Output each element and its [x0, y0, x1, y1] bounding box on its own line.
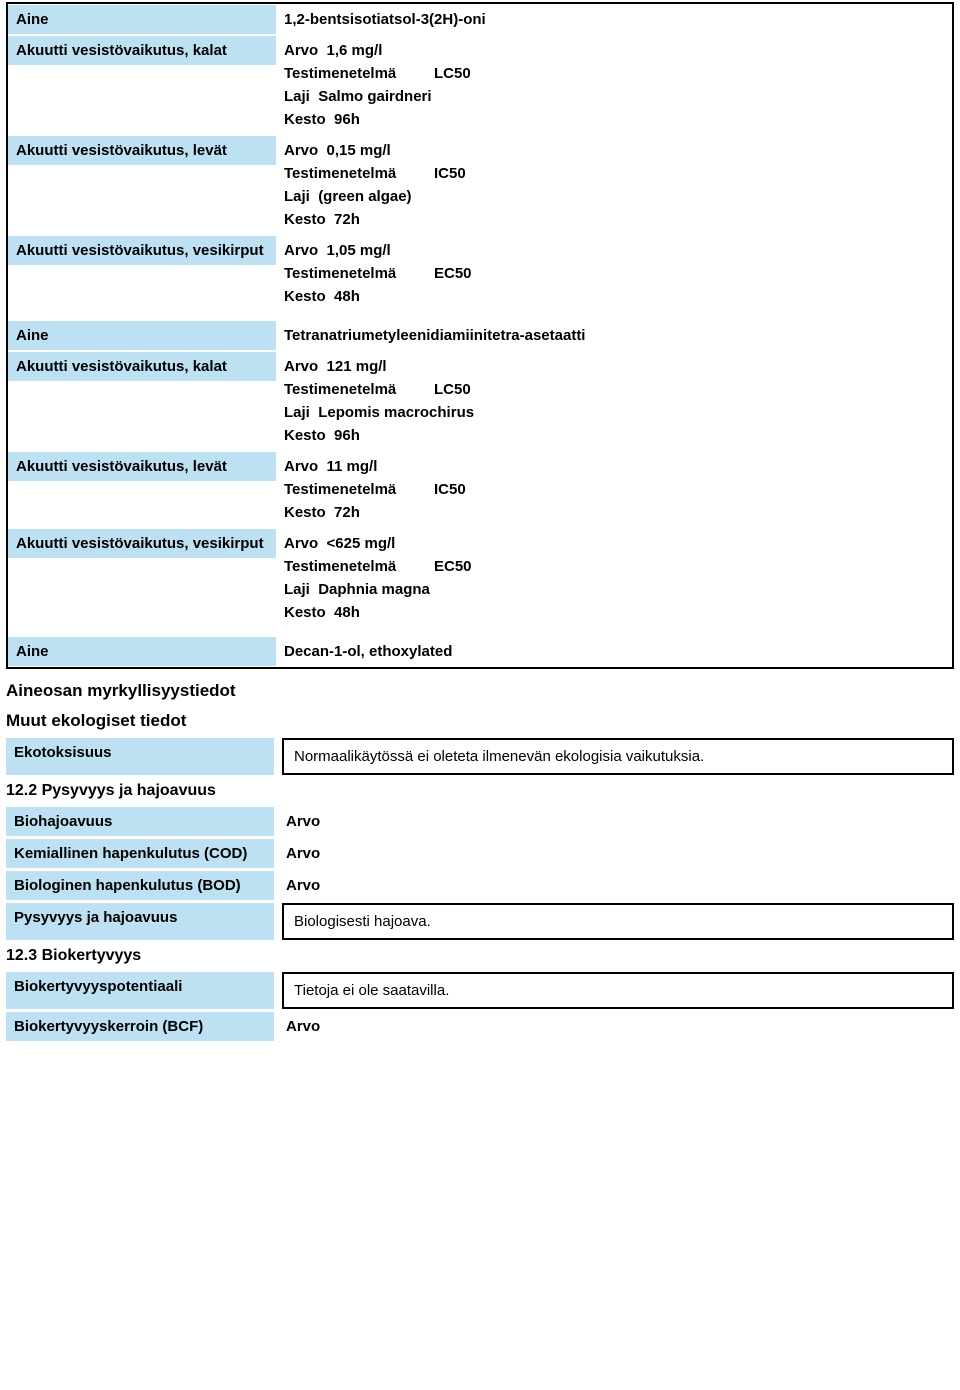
s2-fish-method: LC50	[434, 381, 471, 398]
ecotox-row: Ekotoksisuus Normaalikäytössä ei oleteta…	[6, 738, 954, 775]
s2-algae-value: 11 mg/l	[327, 458, 378, 475]
s1-fish-method: LC50	[434, 65, 471, 82]
s1-daphnia-duration: 48h	[334, 288, 360, 305]
s1-fish-duration: 96h	[334, 111, 360, 128]
s2-algae-duration: 72h	[334, 504, 360, 521]
label-cod: Kemiallinen hapenkulutus (COD)	[6, 839, 274, 868]
cod-value: Arvo	[282, 839, 954, 868]
s1-daphnia-value: 1,05 mg/l	[327, 242, 391, 259]
k-arvo: Arvo	[284, 42, 327, 59]
label-biodeg: Biohajoavuus	[6, 807, 274, 836]
substance3-name: Decan-1-ol, ethoxylated	[284, 643, 452, 660]
substance2-fish-row: Akuutti vesistövaikutus, kalat Arvo 121 …	[8, 351, 952, 451]
s1-algae-method: IC50	[434, 165, 466, 182]
bcf-row: Biokertyvyyskerroin (BCF) Arvo	[6, 1012, 954, 1041]
substance1-algae-row: Akuutti vesistövaikutus, levät Arvo 0,15…	[8, 135, 952, 235]
persist-row: Pysyvyys ja hajoavuus Biologisesti hajoa…	[6, 903, 954, 940]
bioacc-text: Tietoja ei ole saatavilla.	[282, 972, 954, 1009]
label-algae: Akuutti vesistövaikutus, levät	[8, 452, 276, 481]
bod-row: Biologinen hapenkulutus (BOD) Arvo	[6, 871, 954, 900]
s2-daphnia-method: EC50	[434, 558, 472, 575]
label-daphnia: Akuutti vesistövaikutus, vesikirput	[8, 236, 276, 265]
s2-fish-duration: 96h	[334, 427, 360, 444]
s2-daphnia-species: Daphnia magna	[318, 581, 430, 598]
label-aine: Aine	[8, 637, 276, 666]
s1-algae-value: 0,15 mg/l	[327, 142, 391, 159]
s2-fish-species: Lepomis macrochirus	[318, 404, 474, 421]
ecotox-text: Normaalikäytössä ei oleteta ilmenevän ek…	[282, 738, 954, 775]
substance1-name-row: Aine 1,2-bentsisotiatsol-3(2H)-oni	[8, 4, 952, 35]
substance2-name: Tetranatriumetyleenidiamiinitetra-asetaa…	[284, 327, 585, 344]
label-aine: Aine	[8, 321, 276, 350]
substance2-algae-row: Akuutti vesistövaikutus, levät Arvo 11 m…	[8, 451, 952, 528]
label-bod: Biologinen hapenkulutus (BOD)	[6, 871, 274, 900]
s1-algae-species: (green algae)	[318, 188, 411, 205]
heading-other-eco: Muut ekologiset tiedot	[0, 705, 960, 735]
substance1-name: 1,2-bentsisotiatsol-3(2H)-oni	[284, 11, 486, 28]
label-aine: Aine	[8, 5, 276, 34]
heading-12-2: 12.2 Pysyvyys ja hajoavuus	[0, 778, 960, 804]
biodeg-row: Biohajoavuus Arvo	[6, 807, 954, 836]
substance1-fish-row: Akuutti vesistövaikutus, kalat Arvo 1,6 …	[8, 35, 952, 135]
biodeg-value: Arvo	[282, 807, 954, 836]
heading-tox-info: Aineosan myrkyllisyystiedot	[0, 675, 960, 705]
bod-value: Arvo	[282, 871, 954, 900]
label-ecotox: Ekotoksisuus	[6, 738, 274, 775]
label-fish: Akuutti vesistövaikutus, kalat	[8, 352, 276, 381]
s2-daphnia-duration: 48h	[334, 604, 360, 621]
heading-12-3: 12.3 Biokertyvyys	[0, 943, 960, 969]
label-fish: Akuutti vesistövaikutus, kalat	[8, 36, 276, 65]
s2-algae-method: IC50	[434, 481, 466, 498]
s1-daphnia-method: EC50	[434, 265, 472, 282]
s2-daphnia-value: <625 mg/l	[327, 535, 396, 552]
label-persist: Pysyvyys ja hajoavuus	[6, 903, 274, 940]
s1-algae-duration: 72h	[334, 211, 360, 228]
label-algae: Akuutti vesistövaikutus, levät	[8, 136, 276, 165]
k-duration: Kesto	[284, 111, 334, 128]
label-bioacc-pot: Biokertyvyyspotentiaali	[6, 972, 274, 1009]
cod-row: Kemiallinen hapenkulutus (COD) Arvo	[6, 839, 954, 868]
s2-fish-value: 121 mg/l	[327, 358, 387, 375]
persist-text: Biologisesti hajoava.	[282, 903, 954, 940]
substance1-daphnia-row: Akuutti vesistövaikutus, vesikirput Arvo…	[8, 235, 952, 312]
k-species: Laji	[284, 88, 318, 105]
substance2-daphnia-row: Akuutti vesistövaikutus, vesikirput Arvo…	[8, 528, 952, 628]
substance3-name-row: Aine Decan-1-ol, ethoxylated	[8, 636, 952, 667]
s1-fish-value: 1,6 mg/l	[327, 42, 383, 59]
ecotox-substance-box: Aine 1,2-bentsisotiatsol-3(2H)-oni Akuut…	[6, 2, 954, 669]
label-daphnia: Akuutti vesistövaikutus, vesikirput	[8, 529, 276, 558]
substance2-name-row: Aine Tetranatriumetyleenidiamiinitetra-a…	[8, 320, 952, 351]
bioacc-pot-row: Biokertyvyyspotentiaali Tietoja ei ole s…	[6, 972, 954, 1009]
s1-fish-species: Salmo gairdneri	[318, 88, 431, 105]
bcf-value: Arvo	[282, 1012, 954, 1041]
label-bcf: Biokertyvyyskerroin (BCF)	[6, 1012, 274, 1041]
k-method: Testimenetelmä	[284, 65, 434, 82]
